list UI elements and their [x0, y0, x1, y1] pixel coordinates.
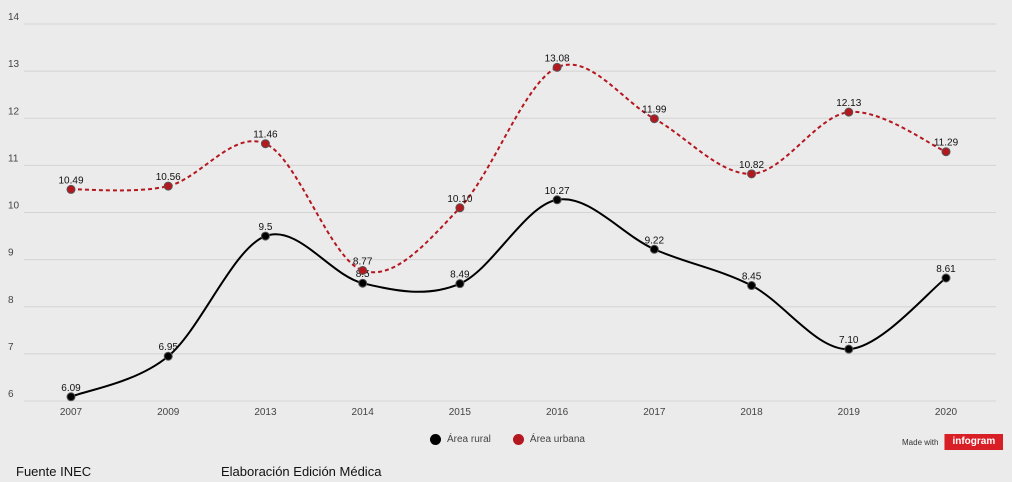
data-label-rural: 8.49 [450, 270, 470, 281]
series-line-urbana [70, 63, 947, 274]
infogram-logo: infogram [944, 434, 1004, 450]
data-point-rural [260, 231, 270, 241]
y-tick-label: 9 [8, 248, 14, 259]
data-label-urbana: 10.82 [739, 160, 764, 171]
data-label-rural: 9.22 [645, 235, 665, 246]
data-label-urbana: 11.99 [642, 105, 667, 116]
data-point-rural [455, 279, 465, 289]
data-label-urbana: 11.46 [253, 130, 278, 141]
data-point-urbana [260, 139, 270, 149]
y-tick-label: 10 [8, 201, 20, 212]
legend-swatch-urbana [512, 434, 524, 445]
data-label-rural: 10.27 [545, 186, 570, 197]
y-tick-label: 11 [8, 153, 19, 164]
data-point-urbana [941, 147, 951, 157]
y-tick-label: 7 [8, 342, 14, 353]
data-point-urbana [844, 107, 854, 117]
data-point-rural [941, 273, 951, 283]
data-point-urbana [649, 114, 659, 124]
x-tick-label: 2020 [935, 407, 958, 418]
data-label-urbana: 10.10 [447, 194, 472, 205]
made-with-text: Made with [902, 437, 939, 447]
x-tick-label: 2019 [838, 407, 861, 418]
data-point-urbana [455, 203, 465, 213]
data-label-urbana: 10.56 [156, 172, 181, 183]
data-label-rural: 7.10 [839, 335, 859, 346]
data-label-urbana: 11.29 [934, 138, 959, 149]
legend-label-urbana: Área urbana [529, 434, 585, 445]
x-tick-label: 2017 [643, 407, 666, 418]
data-point-urbana [163, 181, 173, 191]
data-label-rural: 6.95 [158, 342, 178, 353]
x-tick-label: 2018 [740, 407, 763, 418]
data-point-urbana [358, 265, 368, 275]
data-label-rural: 6.09 [61, 383, 81, 394]
line-chart: 6 7 8 9 10 11 12 13 14 2007 2009 2013 2014 2015 2016 20… [8, 12, 996, 418]
data-label-urbana: 12.13 [836, 98, 861, 109]
data-point-urbana [552, 62, 562, 72]
legend-item-urbana[interactable]: Área urbana [512, 434, 585, 445]
data-point-rural [844, 344, 854, 354]
x-tick-label: 2014 [352, 407, 375, 418]
credit-note: Elaboración Edición Médica [221, 464, 382, 479]
source-note: Fuente INEC [16, 464, 92, 479]
data-point-rural [66, 392, 76, 402]
data-point-rural [747, 281, 757, 291]
y-tick-label: 6 [8, 389, 14, 400]
series-line-rural [70, 198, 947, 398]
infogram-brand[interactable]: Made with infogram [902, 434, 1004, 450]
data-label-urbana: 10.49 [58, 175, 83, 186]
y-tick-label: 8 [8, 295, 14, 306]
chart-legend: Área rural Área urbana [430, 434, 585, 445]
x-tick-label: 2007 [60, 407, 83, 418]
data-label-rural: 8.45 [742, 272, 762, 283]
data-point-rural [163, 351, 173, 361]
data-label-rural: 9.5 [258, 222, 272, 233]
legend-swatch-rural [430, 434, 441, 445]
data-point-urbana [66, 184, 76, 194]
legend-label-rural: Área rural [447, 434, 491, 445]
data-point-urbana [747, 169, 757, 179]
x-tick-label: 2015 [449, 407, 472, 418]
data-label-urbana: 8.77 [353, 256, 373, 267]
legend-item-rural[interactable]: Área rural [430, 434, 491, 445]
data-point-rural [552, 195, 562, 205]
x-tick-label: 2009 [157, 407, 180, 418]
y-tick-label: 13 [8, 59, 20, 70]
x-tick-label: 2013 [254, 407, 277, 418]
y-tick-label: 14 [8, 12, 20, 23]
data-label-rural: 8.61 [936, 264, 956, 275]
x-tick-label: 2016 [546, 407, 569, 418]
data-label-urbana: 13.08 [545, 53, 570, 64]
data-point-rural [358, 278, 368, 288]
data-point-rural [649, 244, 659, 254]
y-tick-label: 12 [8, 106, 20, 117]
